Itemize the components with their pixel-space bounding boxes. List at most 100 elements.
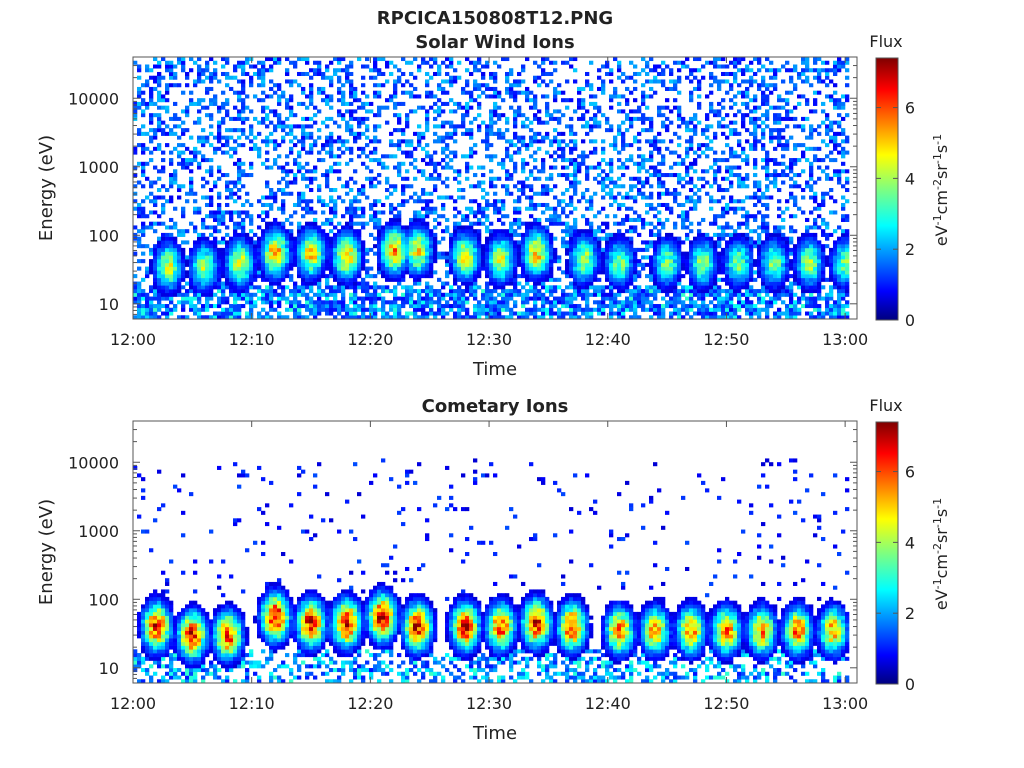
heatmap-cell	[341, 315, 346, 320]
heatmap-cell	[605, 221, 610, 226]
heatmap-cell	[353, 274, 358, 279]
heatmap-cell	[441, 311, 446, 316]
heatmap-cell	[353, 300, 358, 305]
heatmap-cell	[285, 68, 290, 73]
heatmap-cell	[573, 262, 578, 267]
heatmap-cell	[285, 229, 290, 234]
heatmap-cell	[541, 247, 546, 252]
heatmap-cell	[577, 289, 582, 294]
heatmap-cell	[313, 311, 318, 316]
heatmap-cell	[649, 173, 654, 178]
heatmap-cell	[337, 124, 342, 129]
heatmap-cell	[257, 274, 262, 279]
heatmap-cell	[505, 289, 510, 294]
heatmap-cell	[249, 292, 254, 297]
heatmap-cell	[441, 292, 446, 297]
heatmap-cell	[641, 154, 646, 159]
heatmap-cell	[533, 139, 538, 144]
heatmap-cell	[369, 296, 374, 301]
heatmap-cell	[293, 289, 298, 294]
heatmap-cell	[197, 259, 202, 264]
heatmap-cell	[417, 236, 422, 241]
heatmap-cell	[325, 304, 330, 309]
heatmap-cell	[245, 244, 250, 249]
heatmap-cell	[669, 274, 674, 279]
heatmap-cell	[517, 139, 522, 144]
heatmap-cell	[661, 79, 666, 84]
heatmap-cell	[593, 232, 598, 237]
heatmap-cell	[637, 289, 642, 294]
heatmap-cell	[333, 210, 338, 215]
heatmap-cell	[565, 270, 570, 275]
heatmap-cell	[553, 94, 558, 99]
heatmap-cell	[505, 251, 510, 256]
heatmap-cell	[325, 98, 330, 103]
heatmap-cell	[261, 68, 266, 73]
heatmap-cell	[201, 244, 206, 249]
heatmap-cell	[353, 311, 358, 316]
heatmap-cell	[193, 289, 198, 294]
heatmap-cell	[177, 289, 182, 294]
heatmap-cell	[309, 300, 314, 305]
heatmap-cell	[449, 289, 454, 294]
heatmap-cell	[325, 262, 330, 267]
heatmap-cell	[517, 135, 522, 140]
heatmap-cell	[233, 262, 238, 267]
heatmap-cell	[637, 176, 642, 181]
heatmap-cell	[581, 307, 586, 312]
heatmap-cell	[377, 270, 382, 275]
heatmap-cell	[309, 236, 314, 241]
heatmap-cell	[213, 281, 218, 286]
heatmap-cell	[629, 184, 634, 189]
heatmap-cell	[181, 315, 186, 320]
heatmap-cell	[573, 247, 578, 252]
heatmap-cell	[529, 105, 534, 110]
heatmap-cell	[333, 277, 338, 282]
heatmap-cell	[545, 225, 550, 230]
heatmap-cell	[273, 255, 278, 260]
heatmap-cell	[301, 255, 306, 260]
heatmap-cell	[225, 296, 230, 301]
heatmap-cell	[401, 199, 406, 204]
heatmap-cell	[537, 251, 542, 256]
heatmap-cell	[233, 225, 238, 230]
heatmap-cell	[237, 176, 242, 181]
heatmap-cell	[617, 75, 622, 80]
heatmap-cell	[461, 90, 466, 95]
heatmap-cell	[389, 274, 394, 279]
heatmap-cell	[305, 277, 310, 282]
heatmap-cell	[409, 270, 414, 275]
heatmap-cell	[533, 285, 538, 290]
heatmap-cell	[397, 281, 402, 286]
heatmap-cell	[397, 274, 402, 279]
heatmap-cell	[225, 75, 230, 80]
heatmap-cell	[441, 150, 446, 155]
heatmap-cell	[497, 251, 502, 256]
heatmap-cell	[457, 300, 462, 305]
heatmap-cell	[449, 251, 454, 256]
heatmap-cell	[409, 139, 414, 144]
heatmap-cell	[529, 169, 534, 174]
heatmap-cell	[321, 307, 326, 312]
heatmap-cell	[225, 300, 230, 305]
heatmap-cell	[433, 259, 438, 264]
heatmap-cell	[141, 98, 146, 103]
heatmap-cell	[365, 251, 370, 256]
heatmap-cell	[489, 232, 494, 237]
heatmap-cell	[545, 94, 550, 99]
heatmap-cell	[357, 221, 362, 226]
heatmap-cell	[313, 169, 318, 174]
heatmap-cell	[665, 304, 670, 309]
heatmap-cell	[513, 143, 518, 148]
heatmap-cell	[541, 68, 546, 73]
heatmap-cell	[281, 236, 286, 241]
heatmap-cell	[609, 259, 614, 264]
heatmap-cell	[173, 180, 178, 185]
heatmap-cell	[237, 169, 242, 174]
heatmap-cell	[589, 277, 594, 282]
heatmap-cell	[629, 255, 634, 260]
heatmap-cell	[257, 146, 262, 151]
heatmap-cell	[493, 71, 498, 77]
heatmap-cell	[409, 150, 414, 155]
heatmap-cell	[565, 285, 570, 290]
